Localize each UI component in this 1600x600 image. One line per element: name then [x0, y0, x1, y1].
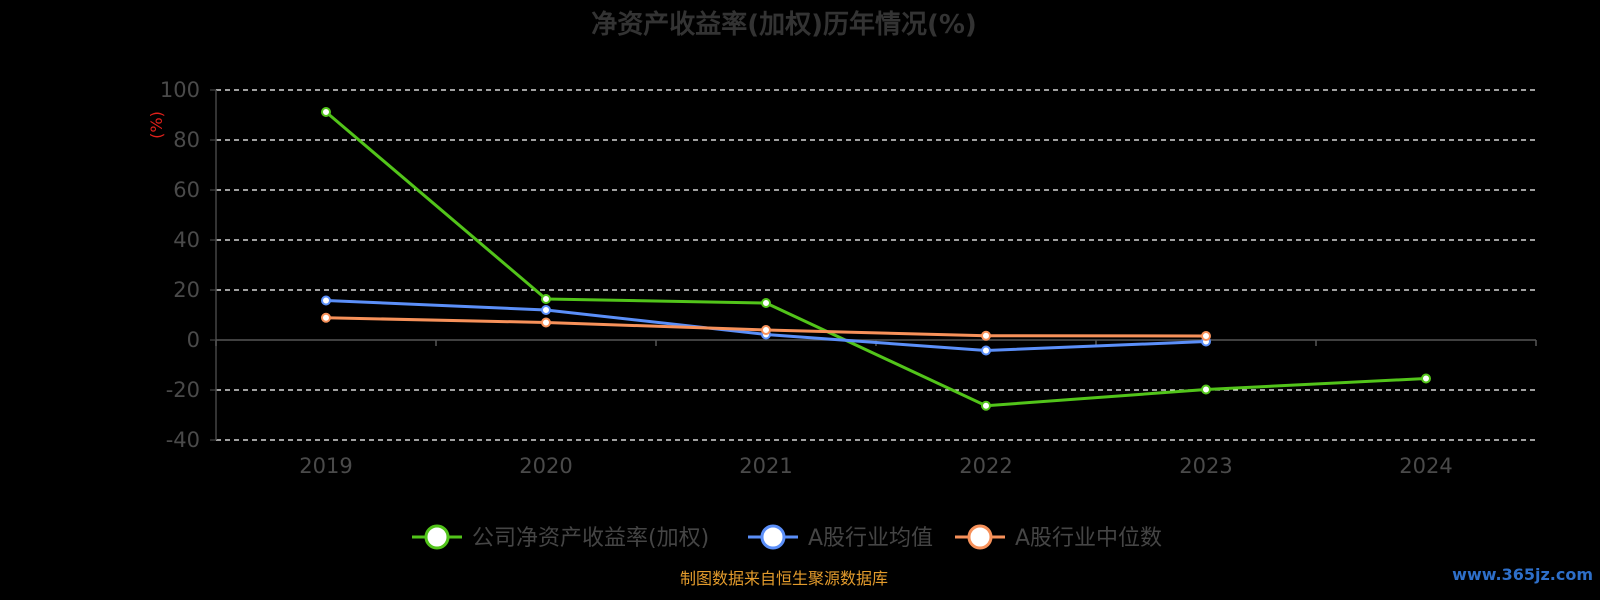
- y-tick-label: -20: [166, 378, 200, 402]
- data-point[interactable]: [981, 400, 991, 411]
- data-point[interactable]: [1421, 373, 1431, 384]
- legend[interactable]: 公司净资产收益率(加权) A股行业均值 A股行业中位数: [412, 524, 1162, 551]
- series-lines: [321, 107, 1431, 411]
- data-point[interactable]: [981, 330, 991, 341]
- legend-item[interactable]: 公司净资产收益率(加权): [412, 524, 709, 551]
- legend-marker: [424, 524, 450, 550]
- data-point[interactable]: [541, 305, 551, 315]
- chart-title: 净资产收益率(加权)历年情况(%): [591, 9, 977, 40]
- data-point[interactable]: [321, 312, 331, 323]
- x-tick-label: 2023: [1179, 454, 1232, 478]
- x-tick-label: 2021: [739, 454, 792, 478]
- y-tick-label: -40: [166, 428, 200, 452]
- x-tick-labels: 2019 2020 2021 2022 2023 2024: [299, 454, 1452, 478]
- series-line-0: [325, 110, 1427, 408]
- data-point[interactable]: [761, 298, 771, 308]
- legend-label: 公司净资产收益率(加权): [472, 526, 709, 551]
- y-tick-labels: 100 80 60 40 20 0 -20 -40: [160, 78, 200, 452]
- y-tick-label: 80: [173, 128, 200, 152]
- y-tick-label: 40: [173, 228, 200, 252]
- x-tick-label: 2020: [519, 454, 572, 478]
- axes: [210, 89, 1537, 441]
- data-point[interactable]: [761, 325, 771, 335]
- data-point[interactable]: [321, 295, 331, 306]
- watermark: www.365jz.com: [1452, 565, 1593, 584]
- x-tick-label: 2022: [959, 454, 1012, 478]
- x-tick-label: 2024: [1399, 454, 1452, 478]
- legend-item[interactable]: A股行业均值: [748, 524, 933, 551]
- legend-label: A股行业均值: [808, 526, 933, 551]
- data-point[interactable]: [1201, 384, 1211, 395]
- data-point[interactable]: [1201, 331, 1211, 341]
- source-note: 制图数据来自恒生聚源数据库: [680, 569, 888, 588]
- legend-item[interactable]: A股行业中位数: [955, 524, 1162, 551]
- y-tick-label: 0: [187, 328, 200, 352]
- y-tick-label: 60: [173, 178, 200, 202]
- legend-marker: [760, 524, 786, 550]
- data-point[interactable]: [321, 107, 331, 117]
- legend-marker: [967, 524, 993, 550]
- y-tick-label: 100: [160, 78, 200, 102]
- data-point[interactable]: [541, 317, 551, 328]
- data-point[interactable]: [981, 345, 991, 356]
- legend-label: A股行业中位数: [1015, 526, 1162, 551]
- x-tick-label: 2019: [299, 454, 352, 478]
- data-point[interactable]: [541, 294, 551, 304]
- gridlines: [216, 89, 1536, 441]
- y-axis-label: (%): [147, 111, 166, 139]
- y-tick-label: 20: [173, 278, 200, 302]
